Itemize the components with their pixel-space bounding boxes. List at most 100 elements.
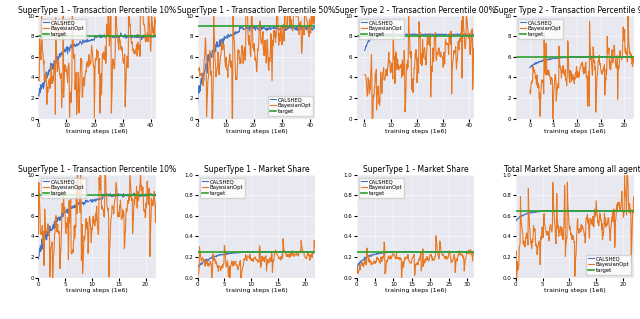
BayesianOpt [526,88,534,92]
Line: BayesianOpt: BayesianOpt [516,163,634,287]
BayesianOpt [208,135,216,139]
CALSHEQ [424,250,431,254]
Line: BayesianOpt: BayesianOpt [365,6,474,140]
Title: Super Type 2 - Transaction Percentile 00%: Super Type 2 - Transaction Percentile 00… [335,6,496,15]
CALSHEQ [353,267,361,271]
BayesianOpt [312,245,319,249]
Title: Super Type 2 - Transaction Percentile 90%: Super Type 2 - Transaction Percentile 90… [494,6,640,15]
target [353,250,360,254]
CALSHEQ [614,55,621,58]
BayesianOpt [549,126,557,130]
BayesianOpt [264,57,272,61]
CALSHEQ [428,33,436,36]
CALSHEQ [460,250,468,254]
target [35,194,42,197]
CALSHEQ [591,209,599,212]
CALSHEQ [361,48,369,52]
CALSHEQ [105,35,113,39]
target [364,34,371,38]
Line: CALSHEQ: CALSHEQ [198,251,316,268]
CALSHEQ [293,24,301,28]
X-axis label: training steps (1e6): training steps (1e6) [544,288,605,293]
CALSHEQ [454,32,461,36]
BayesianOpt [266,59,274,63]
target [196,24,204,28]
BayesianOpt [512,253,520,257]
target [199,250,207,254]
Line: BayesianOpt: BayesianOpt [356,236,474,279]
CALSHEQ [142,192,150,196]
BayesianOpt [264,262,271,266]
BayesianOpt [612,219,620,223]
BayesianOpt [630,195,637,199]
CALSHEQ [630,55,637,59]
CALSHEQ [293,250,301,254]
CALSHEQ [266,250,273,254]
BayesianOpt [426,34,434,38]
Line: CALSHEQ: CALSHEQ [516,211,634,221]
BayesianOpt [294,2,301,6]
BayesianOpt [35,79,43,83]
target [356,250,364,254]
BayesianOpt [460,269,468,273]
Line: BayesianOpt: BayesianOpt [198,0,316,137]
target [517,209,525,213]
X-axis label: training steps (1e6): training steps (1e6) [67,288,128,293]
target [40,194,47,197]
BayesianOpt [194,280,202,284]
BayesianOpt [49,283,56,286]
CALSHEQ [194,105,202,108]
CALSHEQ [35,257,42,261]
CALSHEQ [194,266,202,270]
Line: BayesianOpt: BayesianOpt [38,0,156,118]
CALSHEQ [35,93,42,97]
CALSHEQ [426,33,434,36]
CALSHEQ [582,209,589,213]
BayesianOpt [35,232,42,236]
BayesianOpt [312,20,319,24]
CALSHEQ [619,209,627,213]
BayesianOpt [582,219,589,222]
CALSHEQ [35,94,43,98]
target [361,34,369,38]
CALSHEQ [312,25,319,29]
CALSHEQ [584,209,592,213]
Legend: CALSHEQ, BayesianOpt, target: CALSHEQ, BayesianOpt, target [359,178,404,198]
CALSHEQ [264,250,271,254]
CALSHEQ [142,34,150,38]
CALSHEQ [264,28,271,32]
CALSHEQ [582,209,589,213]
CALSHEQ [526,66,534,70]
BayesianOpt [630,56,637,60]
target [194,250,202,254]
BayesianOpt [105,275,113,278]
BayesianOpt [106,251,113,255]
BayesianOpt [426,257,433,261]
CALSHEQ [35,254,43,258]
Line: CALSHEQ: CALSHEQ [356,251,474,269]
BayesianOpt [142,201,150,205]
X-axis label: training steps (1e6): training steps (1e6) [544,129,605,134]
BayesianOpt [35,77,42,81]
CALSHEQ [614,55,621,59]
BayesianOpt [134,199,142,203]
Line: CALSHEQ: CALSHEQ [198,26,316,107]
BayesianOpt [90,116,98,120]
BayesianOpt [623,161,631,165]
CALSHEQ [512,219,520,223]
BayesianOpt [301,254,308,258]
CALSHEQ [266,24,273,28]
CALSHEQ [402,249,410,253]
Title: SuperType 1 - Market Share: SuperType 1 - Market Share [204,165,309,174]
CALSHEQ [194,89,202,93]
CALSHEQ [35,91,43,94]
BayesianOpt [194,68,202,72]
CALSHEQ [131,191,138,195]
BayesianOpt [588,63,595,66]
CALSHEQ [152,192,160,196]
BayesianOpt [614,97,621,101]
CALSHEQ [107,193,115,197]
BayesianOpt [134,48,142,52]
Legend: CALSHEQ, BayesianOpt, target: CALSHEQ, BayesianOpt, target [586,255,631,275]
Legend: CALSHEQ, BayesianOpt, target: CALSHEQ, BayesianOpt, target [41,178,86,198]
